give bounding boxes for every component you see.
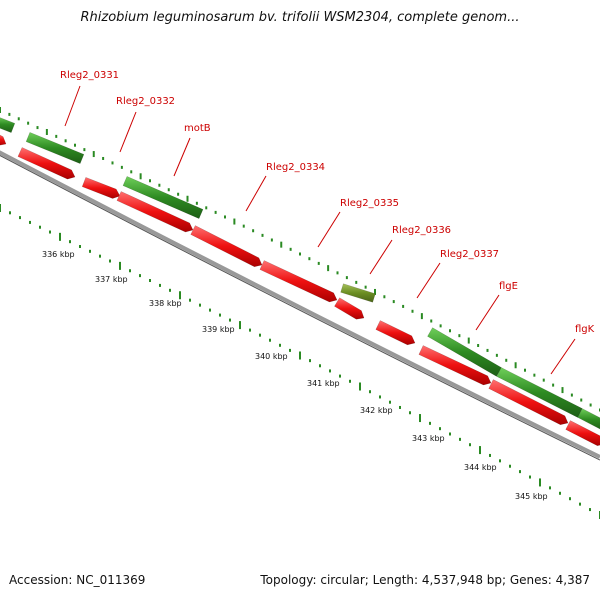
reverse-gene[interactable] [81,177,121,199]
label-leader-line [245,175,267,212]
gene-label-flge[interactable]: flgE [499,281,518,292]
label-leader-line [173,137,191,177]
gene-track [0,116,600,446]
label-leader-line [550,338,576,375]
forward-gene[interactable] [25,132,85,164]
kbp-label-341: 341 kbp [307,379,340,388]
genome-backbone [0,150,600,459]
label-leader-line [317,211,341,248]
label-leader-line [64,85,81,127]
kbp-label-339: 339 kbp [202,325,235,334]
reverse-gene[interactable] [418,345,492,386]
gene-label-flgk[interactable]: flgK [575,324,595,335]
reverse-gene[interactable] [0,134,7,146]
label-leader-line [475,294,500,331]
reverse-gene[interactable] [488,379,569,426]
label-leader-line [119,111,137,153]
gene-label-rleg2-0335[interactable]: Rleg2_0335 [340,198,399,209]
reverse-gene[interactable] [190,225,263,268]
outer-tick-track [0,107,600,412]
label-leader-lines [64,85,576,375]
kbp-label-344: 344 kbp [464,463,497,472]
gene-label-motb[interactable]: motB [184,123,211,134]
reverse-gene[interactable] [375,320,416,346]
genome-map[interactable]: Rleg2_0331 Rleg2_0332 motB Rleg2_0334 Rl… [0,0,600,580]
label-leader-line [369,239,393,275]
inner-tick-track [0,204,600,519]
kbp-label-340: 340 kbp [255,352,288,361]
label-leader-line [416,262,441,299]
kbp-label-343: 343 kbp [412,434,445,443]
genome-summary-text: Topology: circular; Length: 4,537,948 bp… [260,573,590,587]
map-title: Rhizobium leguminosarum bv. trifolii WSM… [80,10,520,25]
reverse-gene[interactable] [116,191,194,233]
kbp-label-337: 337 kbp [95,275,128,284]
kbp-label-342: 342 kbp [360,406,393,415]
gene-label-rleg2-0334[interactable]: Rleg2_0334 [266,162,325,173]
forward-gene[interactable] [577,408,600,431]
gene-label-rleg2-0337[interactable]: Rleg2_0337 [440,249,499,260]
reverse-gene[interactable] [17,147,76,180]
forward-gene[interactable] [0,116,16,133]
gene-label-rleg2-0336[interactable]: Rleg2_0336 [392,225,451,236]
reverse-gene[interactable] [565,420,600,446]
kbp-label-338: 338 kbp [149,299,182,308]
forward-gene[interactable] [122,176,204,219]
kbp-label-336: 336 kbp [42,250,75,259]
forward-gene[interactable] [496,367,583,418]
accession-text: Accession: NC_011369 [9,573,146,587]
genome-backbone-shadow [0,155,600,461]
gene-label-rleg2-0332[interactable]: Rleg2_0332 [116,96,175,107]
reverse-gene[interactable] [334,297,365,320]
kbp-label-345: 345 kbp [515,492,548,501]
forward-gene-highlight[interactable] [340,283,376,303]
gene-label-rleg2-0331[interactable]: Rleg2_0331 [60,70,119,81]
reverse-gene[interactable] [259,260,338,303]
